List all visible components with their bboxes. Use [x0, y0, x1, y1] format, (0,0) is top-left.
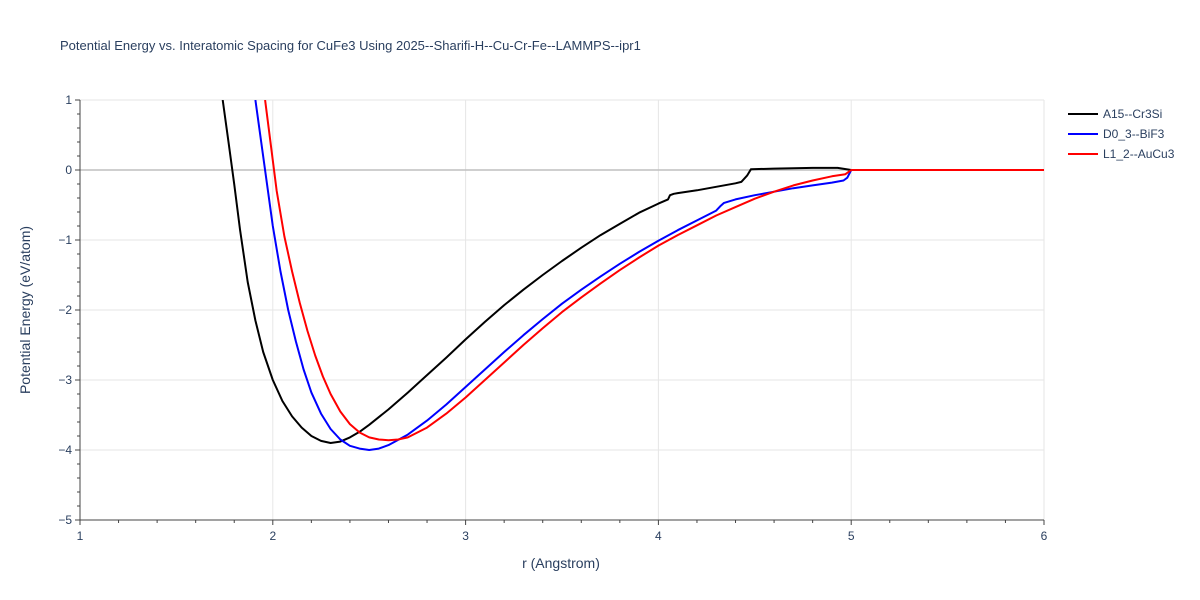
- series-line-d0-3-bif3: [255, 100, 1044, 450]
- legend-item[interactable]: A15--Cr3Si: [1068, 107, 1162, 121]
- x-tick-label: 2: [269, 529, 276, 543]
- y-tick-label: 0: [65, 163, 72, 177]
- y-tick-label: −4: [58, 443, 72, 457]
- x-tick-label: 1: [77, 529, 84, 543]
- y-tick-label: −1: [58, 233, 72, 247]
- grid: [80, 100, 1044, 520]
- legend-label: D0_3--BiF3: [1103, 127, 1165, 141]
- y-tick-label: −2: [58, 303, 72, 317]
- legend: A15--Cr3Si D0_3--BiF3 L1_2--AuCu3: [1068, 107, 1175, 161]
- y-tick-label: −3: [58, 373, 72, 387]
- x-tick-label: 3: [462, 529, 469, 543]
- y-axis-title: Potential Energy (eV/atom): [17, 226, 33, 394]
- axes: 1 2 3 4 5 6 −5 −4 −3 −2 −1 0 1: [58, 93, 1047, 543]
- legend-label: L1_2--AuCu3: [1103, 147, 1175, 161]
- x-tick-label: 4: [655, 529, 662, 543]
- x-tick-label: 6: [1041, 529, 1048, 543]
- legend-label: A15--Cr3Si: [1103, 107, 1162, 121]
- x-axis-title: r (Angstrom): [522, 555, 600, 571]
- y-tick-label: 1: [65, 93, 72, 107]
- plot-area: [223, 100, 1044, 450]
- legend-item[interactable]: D0_3--BiF3: [1068, 127, 1165, 141]
- chart-title: Potential Energy vs. Interatomic Spacing…: [60, 38, 641, 53]
- x-tick-label: 5: [848, 529, 855, 543]
- series-line-l1-2-aucu3: [265, 100, 1044, 440]
- y-tick-label: −5: [58, 513, 72, 527]
- legend-item[interactable]: L1_2--AuCu3: [1068, 147, 1175, 161]
- series-line-a15-cr3si: [223, 100, 1044, 443]
